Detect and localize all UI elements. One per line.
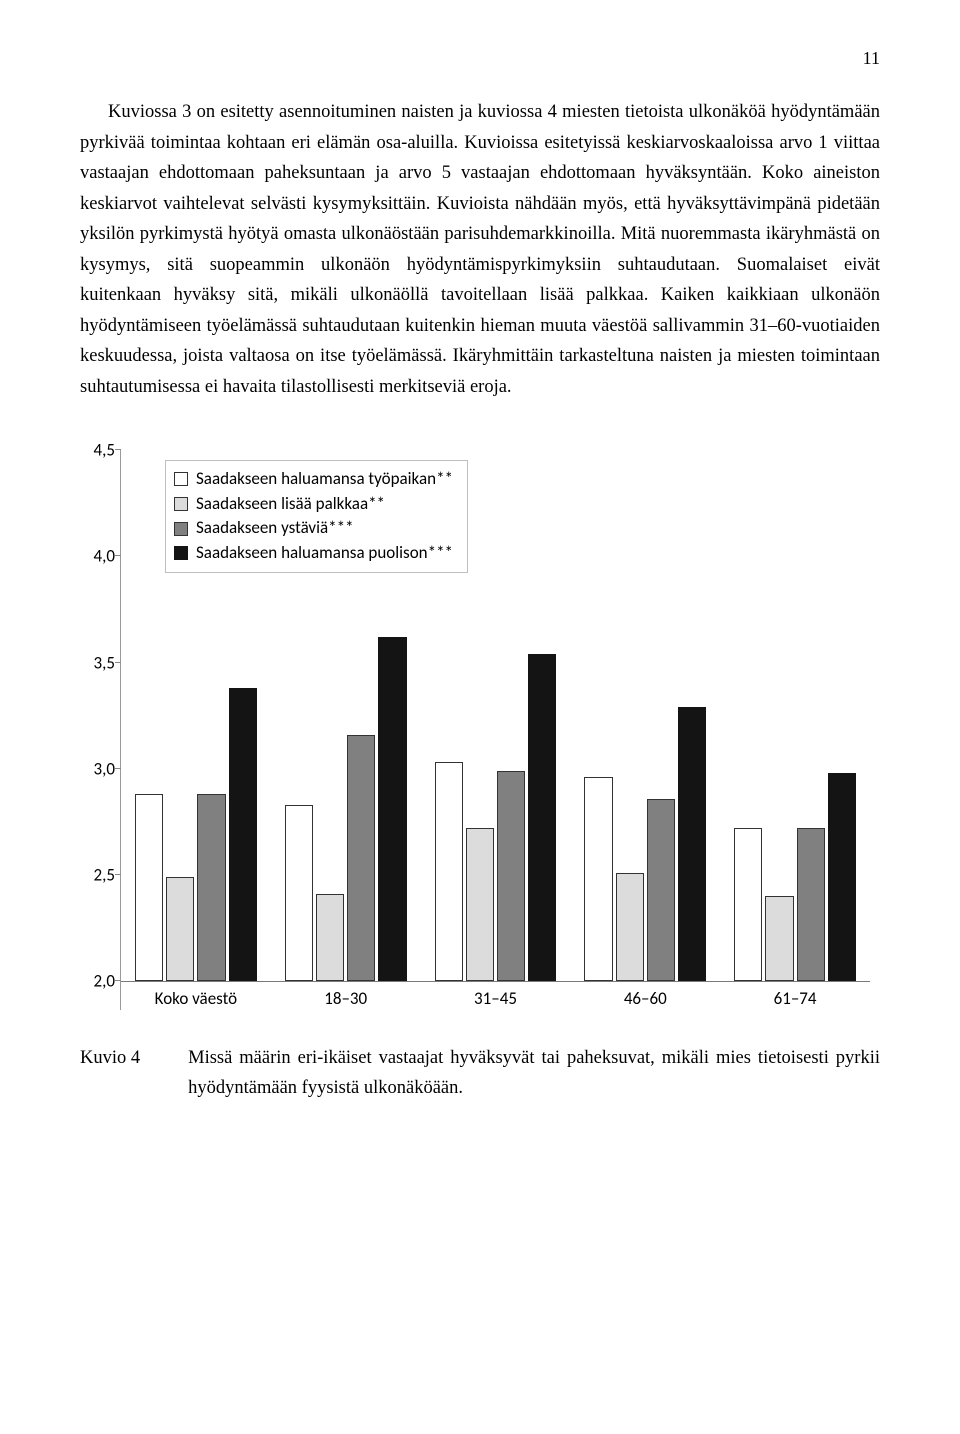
bar [285,805,313,981]
x-tick-label: 18–30 [271,982,421,1010]
caption-text: Missä määrin eri-ikäiset vastaajat hyväk… [188,1044,880,1103]
bar [435,762,463,981]
bar [528,654,556,981]
bar [497,771,525,981]
x-axis-labels: Koko väestö18–3031–4546–6061–74 [121,982,870,1010]
bar [229,688,257,981]
bar [765,896,793,981]
bar [678,707,706,981]
bar-group [720,450,870,981]
plot-area: Saadakseen haluamansa työpaikan**Saadaks… [121,450,870,982]
bar [166,877,194,981]
y-tick-label: 2,0 [79,971,115,992]
bar [734,828,762,981]
bar-chart: Saadakseen haluamansa työpaikan**Saadaks… [120,450,870,1010]
bar-groups [121,450,870,981]
bar [797,828,825,981]
bar-group [121,450,271,981]
y-tick-label: 2,5 [79,864,115,885]
y-tick-label: 4,0 [79,546,115,567]
bar [316,894,344,981]
page-number: 11 [80,48,880,69]
bar-group [271,450,421,981]
bar [466,828,494,981]
bar [378,637,406,981]
x-tick-label: 31–45 [421,982,571,1010]
x-tick-label: 46–60 [570,982,720,1010]
bar-group [570,450,720,981]
body-paragraph: Kuviossa 3 on esitetty asennoituminen na… [80,97,880,402]
bar [197,794,225,981]
caption-label: Kuvio 4 [80,1044,140,1103]
x-tick-label: 61–74 [720,982,870,1010]
bar [135,794,163,981]
figure-caption: Kuvio 4 Missä määrin eri-ikäiset vastaaj… [80,1044,880,1103]
x-tick-label: Koko väestö [121,982,271,1010]
bar [616,873,644,981]
bar [584,777,612,981]
bar [647,799,675,982]
y-tick-label: 3,5 [79,652,115,673]
y-tick-label: 4,5 [79,440,115,461]
y-tick-label: 3,0 [79,758,115,779]
bar [828,773,856,981]
bar [347,735,375,981]
bar-group [421,450,571,981]
